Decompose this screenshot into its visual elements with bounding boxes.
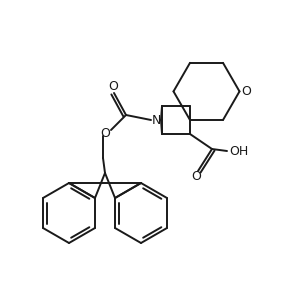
Text: O: O [191, 169, 201, 183]
Text: N: N [151, 114, 161, 127]
Text: OH: OH [229, 144, 249, 157]
Text: O: O [108, 79, 118, 92]
Text: O: O [100, 127, 110, 140]
Text: O: O [242, 85, 251, 98]
